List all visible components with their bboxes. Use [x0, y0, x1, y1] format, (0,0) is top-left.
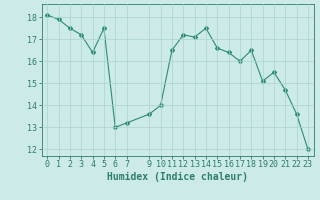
X-axis label: Humidex (Indice chaleur): Humidex (Indice chaleur) [107, 172, 248, 182]
